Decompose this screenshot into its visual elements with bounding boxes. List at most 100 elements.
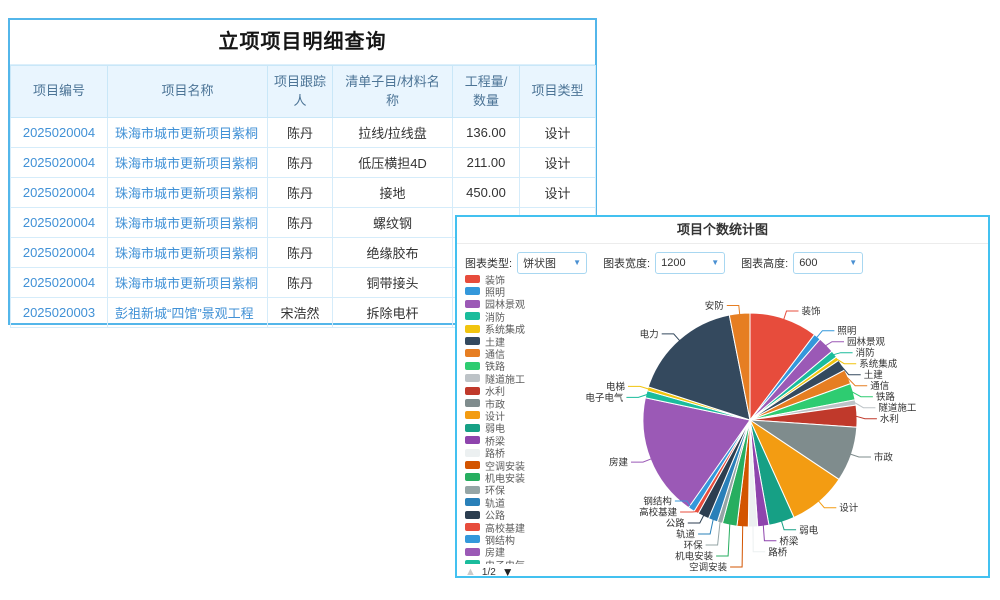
pie-label-line xyxy=(836,358,857,365)
legend-item-label: 土建 xyxy=(485,337,505,349)
legend-item[interactable]: 空调安装 xyxy=(465,460,525,473)
project-code-cell[interactable]: 2025020004 xyxy=(10,147,108,178)
project-name-cell[interactable]: 珠海市城市更新项目紫桐 xyxy=(107,237,268,268)
pie-label: 照明 xyxy=(837,326,856,337)
legend-item[interactable]: 水利 xyxy=(465,386,505,398)
project-code-cell[interactable]: 2025020003 xyxy=(10,297,108,328)
tracker-cell: 陈丹 xyxy=(267,207,333,238)
legend-item-label: 路桥 xyxy=(485,449,505,461)
type-cell: 设计 xyxy=(519,177,596,208)
legend-item-label: 房建 xyxy=(485,548,505,560)
legend-item[interactable]: 隧道施工 xyxy=(465,373,525,386)
legend-item-label: 空调安装 xyxy=(485,461,525,473)
tracker-cell: 陈丹 xyxy=(267,267,333,298)
legend-pager: ▲ 1/2 ▼ xyxy=(465,566,514,578)
legend-swatch xyxy=(465,461,480,469)
pie-label-line xyxy=(825,341,844,347)
pie-label-line xyxy=(674,500,693,509)
project-name-cell[interactable]: 珠海市城市更新项目紫桐 xyxy=(107,267,268,298)
legend-item-label: 钢结构 xyxy=(485,535,515,547)
legend-item[interactable]: 通信 xyxy=(465,348,505,361)
project-code-cell[interactable]: 2025020004 xyxy=(10,267,108,298)
legend-item[interactable]: 系统集成 xyxy=(465,324,525,336)
legend-item[interactable]: 铁路 xyxy=(465,361,505,373)
legend-item[interactable]: 公路 xyxy=(465,510,505,522)
legend-page-up-icon[interactable]: ▲ xyxy=(465,565,476,578)
legend-item[interactable]: 路桥 xyxy=(465,448,505,461)
chart-width-select[interactable]: 1200 ▼ xyxy=(655,252,726,274)
project-code-cell[interactable]: 2025020004 xyxy=(10,177,108,208)
legend-item[interactable]: 房建 xyxy=(465,547,505,560)
legend-swatch xyxy=(465,423,480,432)
legend-item[interactable]: 轨道 xyxy=(465,497,505,510)
legend-swatch xyxy=(465,361,480,370)
legend-swatch xyxy=(465,498,480,507)
legend-item[interactable]: 桥梁 xyxy=(465,435,505,448)
legend-swatch xyxy=(465,287,480,296)
chart-height-label: 图表高度: xyxy=(741,258,789,270)
pie-label: 电梯 xyxy=(606,381,626,393)
pie-label-line xyxy=(687,515,705,524)
column-header: 项目编号 xyxy=(10,65,108,118)
project-name-cell[interactable]: 彭祖新城“四馆”景观工程 xyxy=(107,297,268,328)
legend-swatch xyxy=(465,299,480,308)
column-header: 项目跟踪人 xyxy=(267,65,333,118)
project-name-cell[interactable]: 珠海市城市更新项目紫桐 xyxy=(107,147,268,178)
legend-item[interactable]: 钢结构 xyxy=(465,534,515,547)
chart-height-select[interactable]: 600 ▼ xyxy=(793,252,864,274)
project-code-cell[interactable]: 2025020004 xyxy=(10,207,108,238)
chart-panel: 项目个数统计图 图表类型: 饼状图 ▼ 图表宽度: 1200 ▼ 图表高度: 6… xyxy=(455,215,990,578)
legend-item[interactable]: 环保 xyxy=(465,485,505,497)
project-detail-table: 项目编号 项目名称 项目跟踪人 清单子目/材料名称 工程量/数量 项目类型 2025020… xyxy=(10,65,596,328)
legend-item[interactable]: 电子电气 xyxy=(465,559,525,564)
pie-label-line xyxy=(726,305,741,315)
pie-label-line xyxy=(833,352,853,356)
table-header-row: 项目编号 项目名称 项目跟踪人 清单子目/材料名称 工程量/数量 项目类型 xyxy=(10,65,596,118)
project-code-cell[interactable]: 2025020004 xyxy=(10,237,108,268)
pie-label: 设计 xyxy=(839,502,859,514)
project-code-cell[interactable]: 2025020004 xyxy=(10,117,108,148)
pie-chart-area: 装饰 照明 园林景观 消防 系统集成 土建 通信 铁路 隧道施工 水利 市政 设计 弱电 桥梁 路桥 空调安装… xyxy=(457,243,988,576)
legend-item-label: 装饰 xyxy=(485,275,505,287)
chart-type-select[interactable]: 饼状图 ▼ xyxy=(517,252,588,274)
project-name-cell[interactable]: 珠海市城市更新项目紫桐 xyxy=(107,117,268,148)
legend-item-label: 园林景观 xyxy=(485,300,525,312)
legend-item[interactable]: 装饰 xyxy=(465,274,505,287)
legend-swatch xyxy=(465,448,480,457)
legend-item[interactable]: 设计 xyxy=(465,410,505,423)
legend-page-down-icon[interactable]: ▼ xyxy=(501,565,514,579)
legend-item[interactable]: 机电安装 xyxy=(465,472,525,485)
project-name-cell[interactable]: 珠海市城市更新项目紫桐 xyxy=(107,177,268,208)
legend-item[interactable]: 园林景观 xyxy=(465,299,525,312)
legend-item[interactable]: 消防 xyxy=(465,311,505,324)
table-row: 2025020004 珠海市城市更新项目紫桐 陈丹 拉线/拉线盘 136.00 设计 xyxy=(10,117,596,148)
legend-item-label: 通信 xyxy=(485,349,505,361)
material-cell: 绝缘胶布 xyxy=(332,237,453,268)
pie-label-line xyxy=(854,402,876,409)
pie-label: 装饰 xyxy=(802,306,821,318)
chart-height-value: 600 xyxy=(799,257,818,269)
legend-swatch xyxy=(465,411,480,420)
pie-label: 电子电气 xyxy=(585,392,624,404)
legend-item-label: 轨道 xyxy=(485,498,505,510)
pie-label: 铁路 xyxy=(876,391,896,403)
project-name-cell[interactable]: 珠海市城市更新项目紫桐 xyxy=(107,207,268,238)
pie-label: 电力 xyxy=(640,328,659,340)
project-detail-table-panel: 立项项目明细查询 项目编号 项目名称 项目跟踪人 清单子目/材料名称 工程量/数量 项目类… xyxy=(8,18,597,328)
legend-item-label: 机电安装 xyxy=(485,473,525,485)
pie-label-line xyxy=(705,521,721,546)
legend-swatch xyxy=(465,473,480,482)
chevron-down-icon: ▼ xyxy=(849,258,858,267)
table-title: 立项项目明细查询 xyxy=(10,20,595,65)
legend-item[interactable]: 市政 xyxy=(465,398,505,411)
material-cell: 拉线/拉线盘 xyxy=(332,117,453,148)
legend-item[interactable]: 高校基建 xyxy=(465,522,525,535)
pie-label-line xyxy=(626,394,648,398)
tracker-cell: 陈丹 xyxy=(267,237,333,268)
pie-label: 路桥 xyxy=(768,546,788,558)
legend-item[interactable]: 土建 xyxy=(465,336,505,349)
legend-item-label: 设计 xyxy=(485,411,505,423)
legend-item[interactable]: 弱电 xyxy=(465,423,505,435)
legend-item[interactable]: 照明 xyxy=(465,286,505,299)
legend-page-indicator: 1/2 xyxy=(481,566,496,578)
